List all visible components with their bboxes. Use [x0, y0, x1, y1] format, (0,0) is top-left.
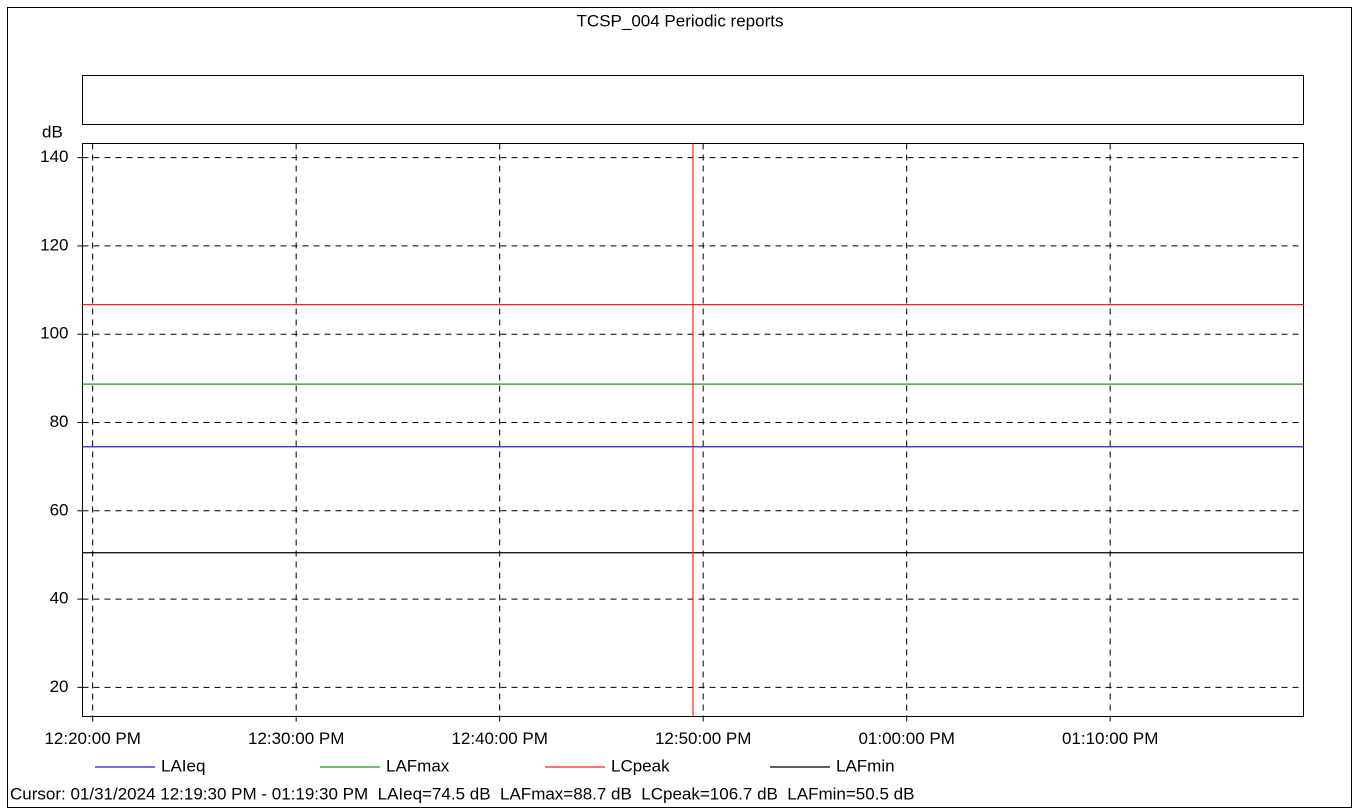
y-tick-label: 40 — [50, 589, 69, 608]
info-box — [82, 75, 1304, 125]
y-tick-label: 120 — [40, 235, 68, 254]
y-tick-label: 20 — [50, 677, 69, 696]
x-tick-label: 12:20:00 PM — [44, 729, 140, 748]
y-axis-label: dB — [42, 122, 63, 141]
legend-label: LAIeq — [161, 756, 205, 775]
y-tick-label: 140 — [40, 147, 68, 166]
legend-label: LAFmax — [386, 756, 450, 775]
y-tick-label: 100 — [40, 324, 68, 343]
x-tick-label: 01:10:00 PM — [1062, 729, 1158, 748]
x-tick-label: 12:40:00 PM — [451, 729, 547, 748]
x-tick-label: 12:30:00 PM — [248, 729, 344, 748]
legend-label: LAFmin — [836, 756, 895, 775]
legend-label: LCpeak — [611, 756, 670, 775]
y-tick-label: 80 — [50, 412, 69, 431]
chart-title: TCSP_004 Periodic reports — [577, 11, 784, 30]
y-tick-label: 60 — [50, 500, 69, 519]
x-tick-label: 12:50:00 PM — [655, 729, 751, 748]
x-tick-label: 01:00:00 PM — [858, 729, 954, 748]
cursor-text: Cursor: 01/31/2024 12:19:30 PM - 01:19:3… — [10, 784, 914, 803]
